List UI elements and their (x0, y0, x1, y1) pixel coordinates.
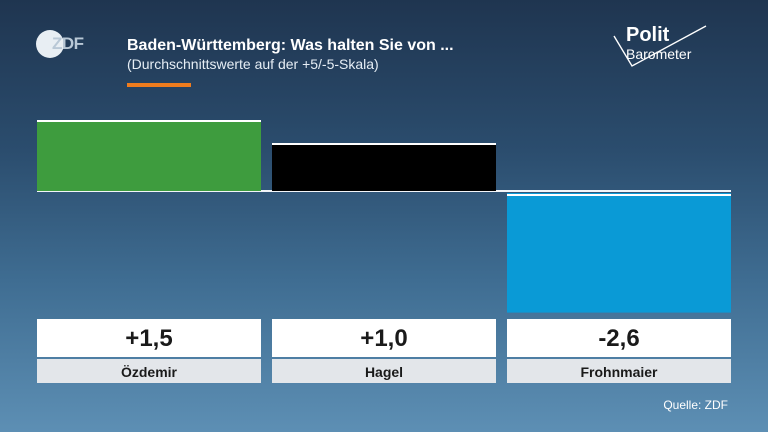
value-label-hagel: +1,0 (272, 319, 496, 357)
brand-polit: Polit (626, 24, 670, 46)
chart-subtitle: (Durchschnittswerte auf der +5/-5-Skala) (127, 56, 379, 72)
value-label-frohnmaier: -2,6 (507, 319, 731, 357)
chart-title: Baden-Württemberg: Was halten Sie von ..… (127, 37, 454, 54)
bar-0 (37, 122, 261, 191)
politbarometer-logo: Polit Barometer (610, 24, 722, 74)
source-note: Quelle: ZDF (663, 398, 728, 412)
category-label-hagel: Hagel (272, 359, 496, 383)
bar-2 (507, 193, 731, 313)
bar-cap-0 (37, 120, 261, 122)
accent-line (127, 83, 191, 87)
zdf-logo-circle (36, 30, 64, 58)
category-label-frohnmaier: Frohnmaier (507, 359, 731, 383)
value-label-oezdemir: +1,5 (37, 319, 261, 357)
bar-cap-1 (272, 143, 496, 145)
brand-barometer: Barometer (626, 46, 692, 62)
category-label-oezdemir: Özdemir (37, 359, 261, 383)
bar-cap-2 (507, 194, 731, 196)
bar-1 (272, 145, 496, 191)
zdf-logo: ZDF (36, 30, 88, 58)
zdf-logo-text: ZDF (52, 34, 84, 53)
checkmark-icon (613, 25, 707, 67)
